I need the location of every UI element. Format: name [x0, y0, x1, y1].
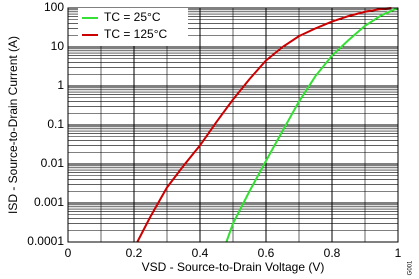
legend-label: TC = 125°C [104, 27, 167, 41]
y-axis-label: ISD - Source-to-Drain Current (A) [6, 36, 20, 214]
figure-id: G001 [408, 260, 414, 275]
y-tick-label: 0.001 [34, 195, 64, 209]
y-tick-label: 0.01 [41, 156, 65, 170]
plot-area [136, 7, 399, 243]
x-tick-label: 0.8 [324, 246, 341, 260]
y-tick-label: 100 [44, 0, 64, 14]
y-tick-label: 1 [57, 78, 64, 92]
x-tick-label: 0.4 [192, 246, 209, 260]
legend-box [78, 8, 188, 46]
y-tick-label: 0.0001 [27, 234, 64, 248]
y-tick-label: 0.1 [47, 117, 64, 131]
x-tick-label: 0.6 [258, 246, 275, 260]
x-tick-label: 1 [395, 246, 402, 260]
series-line [225, 7, 399, 243]
plot-frame [67, 7, 399, 243]
x-tick-label: 0.2 [126, 246, 143, 260]
x-tick-label: 0 [65, 246, 72, 260]
x-axis-label: VSD - Source-to-Drain Voltage (V) [142, 260, 325, 274]
y-tick-label: 10 [51, 39, 65, 53]
series-line [136, 7, 392, 243]
legend-label: TC = 25°C [104, 10, 161, 24]
